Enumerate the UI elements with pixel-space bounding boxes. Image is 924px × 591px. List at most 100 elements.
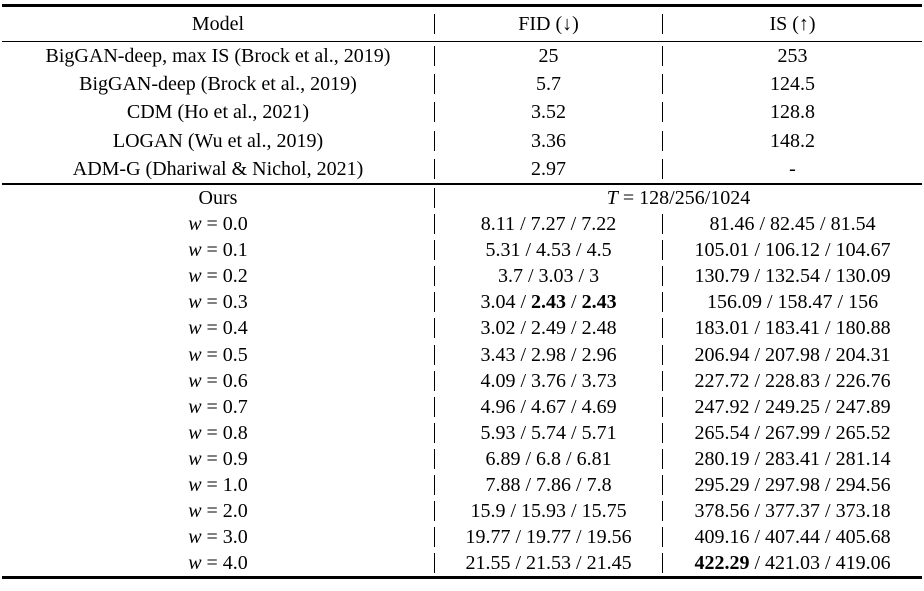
ours-label: Ours: [198, 186, 238, 209]
w-variable: w: [188, 343, 202, 366]
baseline-section: BigGAN-deep, max IS (Brock et al., 2019)…: [2, 42, 922, 185]
metric-value: 3.73: [581, 369, 617, 392]
fid-values: 3.04 / 2.43 / 2.43: [434, 291, 662, 314]
metric-value: 373.18: [835, 500, 891, 523]
is-value: 253: [662, 46, 922, 67]
fid-values: 3.43 / 2.98 / 2.96: [434, 343, 662, 366]
metric-value: 227.72: [694, 369, 750, 392]
metric-value: 407.44: [765, 526, 820, 549]
w-variable: w: [188, 317, 202, 340]
is-values: 265.54 / 267.99 / 265.52: [662, 421, 922, 444]
metric-value: 6.81: [576, 447, 612, 470]
metric-value: 405.68: [835, 526, 891, 549]
metric-value: 4.09: [480, 369, 516, 392]
metric-value: 2.48: [581, 317, 617, 340]
t-variable: T: [606, 186, 618, 209]
fid-values: 4.09 / 3.76 / 3.73: [434, 369, 662, 392]
guidance-weight: w = 0.5: [188, 343, 248, 366]
metric-value: 247.92: [694, 395, 750, 418]
metric-value: 4.5: [586, 239, 612, 262]
metric-value: 106.12: [765, 239, 820, 262]
fid-values: 3.7 / 3.03 / 3: [434, 265, 662, 288]
is-values: 227.72 / 228.83 / 226.76: [662, 369, 922, 392]
metric-value: 15.93: [521, 500, 566, 523]
baseline-row: CDM (Ho et al., 2021) 3.52 128.8: [2, 98, 922, 126]
t-values: = 128/256/1024: [617, 186, 751, 209]
ours-row: w = 0.9 6.89 / 6.8 / 6.81 280.19 / 283.41 …: [2, 446, 922, 472]
metric-value: 409.16: [694, 526, 750, 549]
metric-value: 5.31: [485, 239, 521, 262]
metric-value: 247.89: [835, 395, 891, 418]
guidance-weight: w = 3.0: [188, 526, 248, 549]
ours-row: w = 2.0 15.9 / 15.93 / 15.75 378.56 / 377.…: [2, 498, 922, 524]
metric-value: 283.41: [765, 447, 820, 470]
metric-value: 6.8: [536, 447, 561, 470]
metric-value: 421.03: [765, 552, 820, 575]
guidance-weight: w = 0.1: [188, 239, 248, 262]
metric-value: 2.98: [531, 343, 566, 366]
metric-value: 2.96: [581, 343, 617, 366]
fid-value: 25: [434, 46, 662, 67]
is-value: 124.5: [662, 74, 922, 95]
ours-section: Ours T = 128/256/1024 w = 0.0 8.11 / 7.27…: [2, 185, 922, 576]
metric-value: 3.03: [538, 265, 574, 288]
metric-value: 3.43: [480, 343, 516, 366]
metric-value: 21.55: [465, 552, 511, 575]
metric-value: 3.04: [480, 291, 516, 314]
metric-value: 19.77: [465, 526, 511, 549]
metric-value: 15.9: [470, 500, 506, 523]
ours-row: w = 0.6 4.09 / 3.76 / 3.73 227.72 / 228.83…: [2, 368, 922, 394]
metric-value: 3.76: [531, 369, 566, 392]
is-values: 247.92 / 249.25 / 247.89: [662, 395, 922, 418]
ours-t-header: T = 128/256/1024: [434, 186, 922, 209]
metric-value: 265.52: [835, 421, 891, 444]
metric-value: 228.83: [765, 369, 820, 392]
metric-value: 4.67: [531, 395, 566, 418]
metric-value: 7.27: [530, 213, 566, 236]
model-name: BigGAN-deep, max IS (Brock et al., 2019): [45, 45, 391, 68]
fid-values: 4.96 / 4.67 / 4.69: [434, 395, 662, 418]
metric-value: 19.77: [526, 526, 571, 549]
w-variable: w: [188, 447, 202, 470]
metric-value: 3.7: [497, 265, 523, 288]
ours-row: w = 0.4 3.02 / 2.49 / 2.48 183.01 / 183.41…: [2, 315, 922, 341]
w-variable: w: [188, 421, 202, 444]
guidance-weight: w = 4.0: [188, 552, 248, 575]
metric-value: 105.01: [694, 239, 750, 262]
metric-value: 378.56: [694, 500, 750, 523]
metric-value: 158.47: [777, 291, 833, 314]
guidance-weight: w = 0.6: [188, 369, 248, 392]
is-values: 156.09 / 158.47 / 156: [662, 291, 922, 314]
model-name: BigGAN-deep (Brock et al., 2019): [79, 73, 357, 96]
fid-values: 6.89 / 6.8 / 6.81: [434, 447, 662, 470]
guidance-weight: w = 0.2: [188, 265, 248, 288]
header-model: Model: [191, 13, 245, 35]
metric-value: 130.09: [835, 265, 891, 288]
is-values: 409.16 / 407.44 / 405.68: [662, 526, 922, 549]
metric-value: 265.54: [694, 421, 750, 444]
ours-row: w = 0.8 5.93 / 5.74 / 5.71 265.54 / 267.99…: [2, 420, 922, 446]
is-value: 128.8: [662, 102, 922, 123]
is-values: 378.56 / 377.37 / 373.18: [662, 500, 922, 523]
metric-value: 7.88: [485, 474, 521, 497]
fid-values: 5.31 / 4.53 / 4.5: [434, 239, 662, 262]
baseline-row: LOGAN (Wu et al., 2019) 3.36 148.2: [2, 127, 922, 155]
is-values: 206.94 / 207.98 / 204.31: [662, 343, 922, 366]
model-name: CDM (Ho et al., 2021): [126, 101, 310, 124]
metric-value: 3: [589, 265, 600, 288]
metric-value: 206.94: [694, 343, 750, 366]
metric-value: 226.76: [835, 369, 891, 392]
w-variable: w: [188, 552, 202, 575]
ours-row: w = 0.3 3.04 / 2.43 / 2.43 156.09 / 158.47…: [2, 289, 922, 315]
metric-value: 82.45: [770, 213, 815, 236]
fid-values: 5.93 / 5.74 / 5.71: [434, 421, 662, 444]
metric-value: 7.22: [581, 213, 617, 236]
metric-value: 5.74: [531, 421, 566, 444]
ours-row: w = 0.2 3.7 / 3.03 / 3 130.79 / 132.54 / 1…: [2, 263, 922, 289]
w-variable: w: [188, 395, 202, 418]
ours-row: w = 0.1 5.31 / 4.53 / 4.5 105.01 / 106.12 …: [2, 237, 922, 263]
metric-value: 204.31: [835, 343, 891, 366]
metric-value: 156.09: [706, 291, 762, 314]
ours-rows: w = 0.0 8.11 / 7.27 / 7.22 81.46 / 82.45 /…: [2, 211, 922, 576]
